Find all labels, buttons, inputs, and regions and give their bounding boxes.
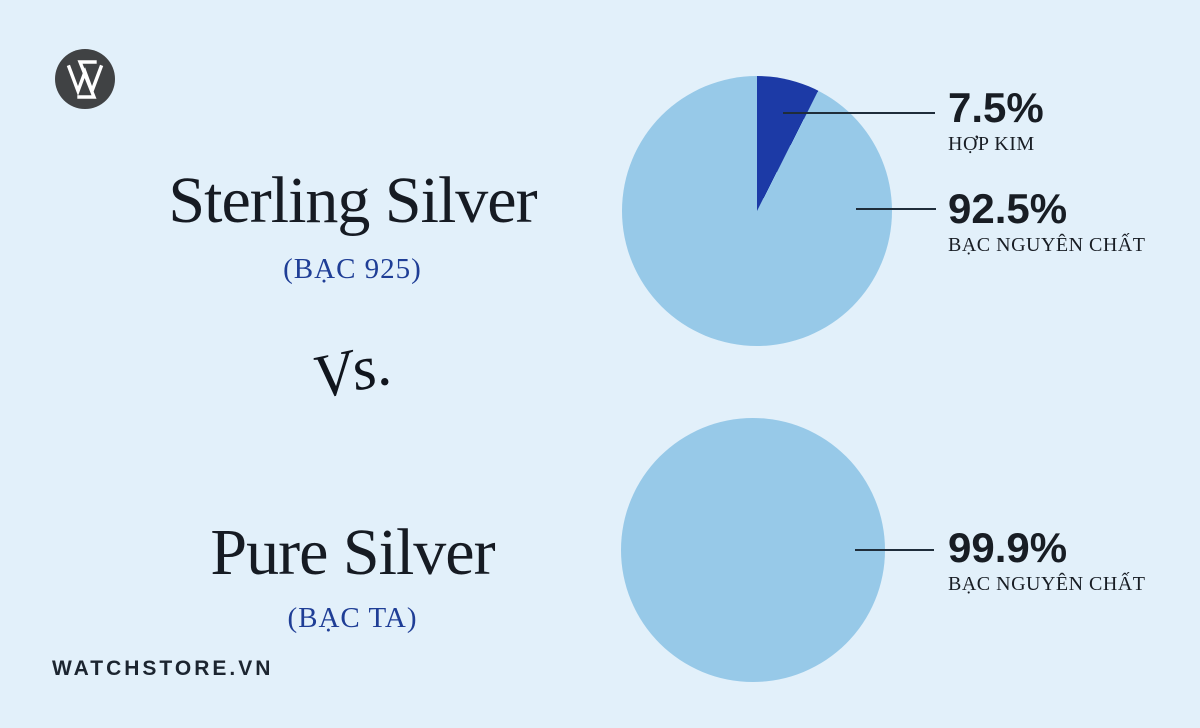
sterling-silver-title: Sterling Silver <box>168 164 537 237</box>
callout-bac-nguyen-chat-925: 92.5% BẠC NGUYÊN CHẤT <box>948 188 1146 257</box>
leader-line-hop-kim <box>783 112 935 114</box>
versus-text: Vs. <box>307 329 398 413</box>
percent-value: 7.5% <box>948 84 1044 131</box>
callout-bac-nguyen-chat-999: 99.9% BẠC NGUYÊN CHẤT <box>948 527 1146 596</box>
percent-value: 99.9% <box>948 524 1068 571</box>
watchstore-logo <box>55 49 115 109</box>
ws-monogram-icon <box>66 60 104 99</box>
leader-line-bac-nguyen-chat-925 <box>856 208 936 210</box>
pure-silver-subtitle: (BẠC TA) <box>287 602 418 634</box>
percent-value: 92.5% <box>948 185 1068 232</box>
sterling-silver-subtitle: (BẠC 925) <box>283 253 422 285</box>
callout-hop-kim: 7.5% HỢP KIM <box>948 87 1044 156</box>
slice-label: HỢP KIM <box>948 133 1035 155</box>
sterling-pie-chart <box>622 76 892 346</box>
pure-pie-chart <box>621 418 885 682</box>
pure-silver-title: Pure Silver <box>210 516 495 589</box>
leader-line-bac-nguyen-chat-999 <box>855 549 934 551</box>
slice-label: BẠC NGUYÊN CHẤT <box>948 234 1146 256</box>
brand-watermark: WATCHSTORE.VN <box>52 657 274 680</box>
slice-label: BẠC NGUYÊN CHẤT <box>948 573 1146 595</box>
